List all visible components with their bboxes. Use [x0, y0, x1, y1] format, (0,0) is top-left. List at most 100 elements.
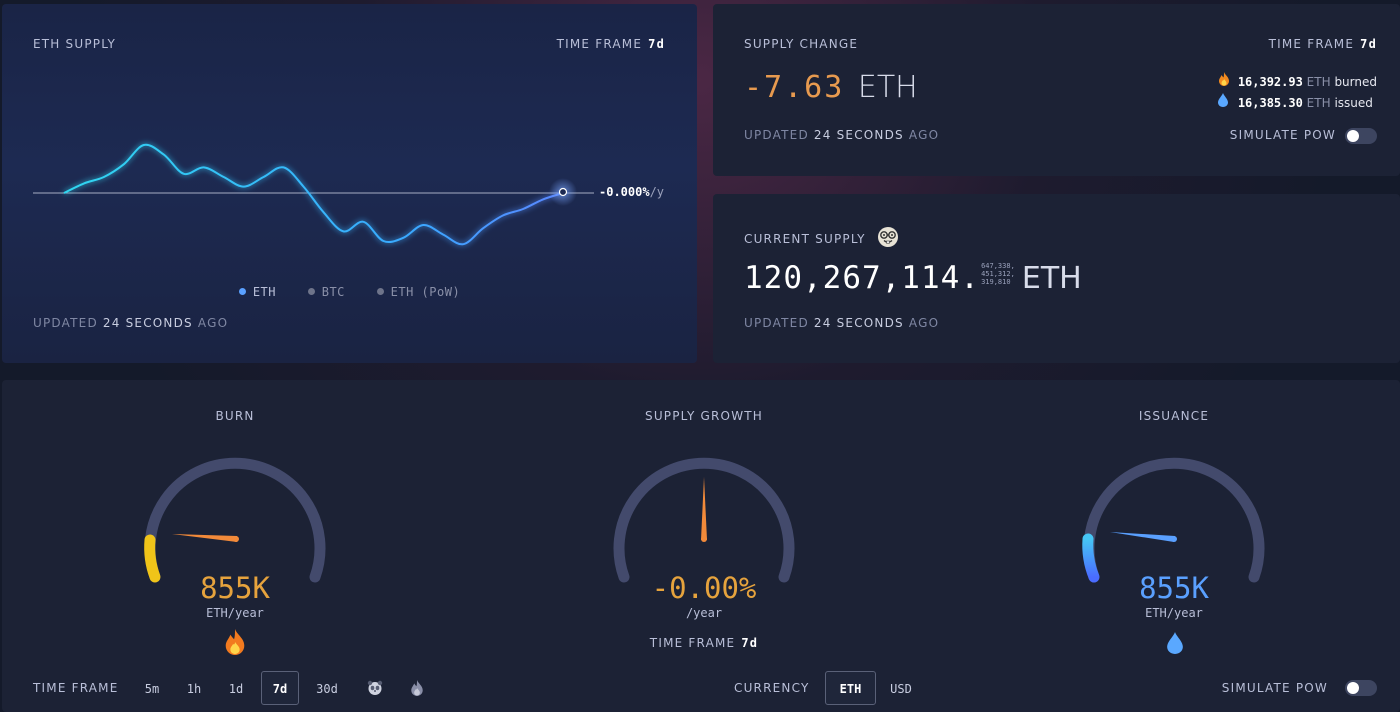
data-point-eth: [382, 240, 384, 242]
time-frame-label: TIME FRAME: [1268, 37, 1355, 51]
eth-supply-time-frame[interactable]: TIME FRAME 7d: [557, 37, 665, 51]
data-point-eth: [143, 144, 145, 146]
data-point-eth: [402, 237, 404, 239]
decimals-line-1: 647,338,: [981, 262, 1015, 270]
burned-amount: 16,392.93: [1237, 75, 1303, 89]
time-frame-label: TIME FRAME: [649, 636, 736, 650]
issued-row: 16,385.30 ETH issued: [1217, 93, 1377, 110]
burn-issue-summary: 16,392.93 ETH burned 16,385.30 ETH issue…: [1217, 72, 1377, 110]
issued-amount: 16,385.30: [1237, 96, 1303, 110]
current-supply-integer: 120,267,114.: [744, 260, 980, 296]
burned-row: 16,392.93 ETH burned: [1218, 72, 1377, 93]
legend-dot-eth: [238, 288, 246, 295]
bottom-simulate-pow-toggle[interactable]: [1345, 680, 1377, 696]
simulate-pow-toggle[interactable]: [1345, 128, 1377, 144]
nerd-face-icon: [877, 226, 899, 252]
updated-suffix: AGO: [908, 128, 940, 142]
data-point-eth: [283, 166, 285, 168]
supply-growth-time-frame[interactable]: TIME FRAME 7d: [604, 636, 804, 650]
eth-supply-chart: [33, 143, 594, 246]
current-rate-unit: /y: [649, 185, 665, 199]
updated-time: 24 SECONDS: [102, 316, 193, 330]
fire-icon: [1218, 72, 1234, 89]
burn-value: 855K: [200, 571, 270, 605]
time-frame-5m[interactable]: 5m: [144, 682, 160, 696]
bottom-time-frame-label: TIME FRAME: [33, 681, 119, 695]
supply-change-unit: ETH: [857, 70, 918, 105]
eth-supply-updated: UPDATED 24 SECONDS AGO: [33, 316, 228, 330]
current-supply-unit: ETH: [1021, 261, 1082, 296]
time-frame-value[interactable]: 7d: [741, 636, 759, 650]
data-point-eth: [323, 211, 325, 213]
data-point-eth: [422, 224, 424, 226]
burned-label: burned: [1334, 75, 1377, 89]
eth-supply-title: ETH SUPPLY: [33, 37, 117, 51]
time-frame-label: TIME FRAME: [556, 37, 643, 51]
current-supply-header: CURRENT SUPPLY: [744, 226, 899, 252]
legend-item-btc[interactable]: BTC: [307, 285, 345, 299]
burned-unit: ETH: [1306, 75, 1331, 89]
updated-suffix: AGO: [197, 316, 229, 330]
currency-usd[interactable]: USD: [890, 682, 912, 696]
burn-needle: [172, 534, 237, 542]
issuance-unit: ETH/year: [1145, 606, 1203, 620]
supply-change-updated: UPDATED 24 SECONDS AGO: [744, 128, 939, 142]
supply-growth-needle: [701, 477, 707, 540]
panda-icon[interactable]: [361, 672, 389, 706]
data-point-eth: [163, 154, 165, 156]
data-point-eth: [63, 192, 65, 194]
legend-dot-btc: [307, 288, 315, 295]
series-line-eth: [63, 143, 564, 246]
time-frame-30d[interactable]: 30d: [316, 682, 338, 696]
supply-change-title: SUPPLY CHANGE: [744, 37, 859, 51]
data-point-eth: [542, 198, 544, 200]
time-frame-7d[interactable]: 7d: [261, 671, 299, 705]
current-point[interactable]: [558, 187, 568, 197]
updated-time: 24 SECONDS: [813, 128, 904, 142]
legend-item-pow[interactable]: ETH (PoW): [376, 285, 461, 299]
data-point-eth: [243, 186, 245, 188]
time-frame-1d[interactable]: 1d: [228, 682, 244, 696]
time-frame-value[interactable]: 7d: [1360, 37, 1377, 51]
data-point-eth: [123, 163, 125, 165]
supply-growth-value: -0.00%: [651, 571, 757, 605]
data-point-eth: [203, 166, 205, 168]
currency-eth[interactable]: ETH: [825, 671, 876, 705]
supply-growth-gauge: [613, 457, 795, 583]
burn-gauge: [144, 457, 326, 583]
time-frame-1h[interactable]: 1h: [186, 682, 202, 696]
data-point-eth: [342, 230, 344, 232]
flame-merge-icon[interactable]: [403, 672, 431, 706]
supply-growth-title: SUPPLY GROWTH: [645, 409, 764, 423]
issuance-title: ISSUANCE: [1138, 409, 1210, 423]
legend-item-eth[interactable]: ETH: [238, 285, 276, 299]
supply-change-amount: -7.63 ETH: [744, 70, 918, 105]
data-point-eth: [362, 221, 364, 223]
bottom-simulate-pow-label: SIMULATE PoW: [1221, 681, 1328, 695]
gauges-card: BURN 855K ETH/year SUPPLY GROWTH -0.00% …: [2, 380, 1400, 712]
data-point-eth: [462, 243, 464, 245]
data-point-eth: [522, 208, 524, 210]
chart-legend: ETH BTC ETH (PoW): [2, 285, 697, 299]
fire-icon: [223, 629, 247, 659]
updated-time: 24 SECONDS: [813, 316, 904, 330]
time-frame-value[interactable]: 7d: [648, 37, 665, 51]
data-point-eth: [442, 234, 444, 236]
legend-label-btc: BTC: [321, 285, 345, 299]
updated-prefix: UPDATED: [744, 316, 809, 330]
updated-prefix: UPDATED: [744, 128, 809, 142]
issuance-gauge: [1082, 457, 1265, 583]
current-supply-decimals: 647,338, 451,312, 319,810: [981, 262, 1015, 286]
issuance-needle: [1110, 532, 1175, 542]
data-point-eth: [482, 227, 484, 229]
data-point-eth: [183, 173, 185, 175]
data-point-eth: [223, 176, 225, 178]
current-supply-updated: UPDATED 24 SECONDS AGO: [744, 316, 939, 330]
droplet-icon: [1217, 93, 1234, 110]
supply-change-time-frame[interactable]: TIME FRAME 7d: [1269, 37, 1377, 51]
updated-suffix: AGO: [908, 316, 940, 330]
data-point-eth: [303, 186, 305, 188]
current-supply-value: 120,267,114. 647,338, 451,312, 319,810 E…: [744, 260, 1082, 296]
supply-change-value: -7.63: [744, 70, 845, 105]
simulate-pow-label: SIMULATE PoW: [1229, 128, 1336, 142]
